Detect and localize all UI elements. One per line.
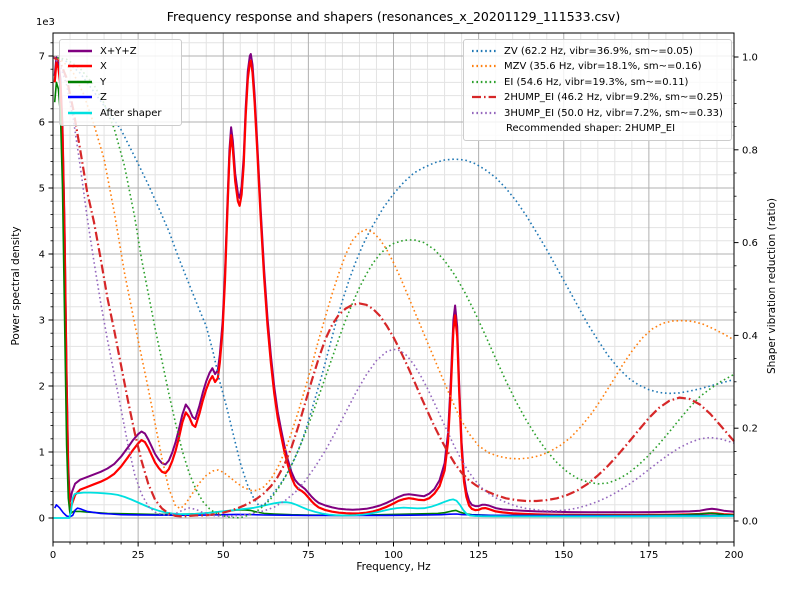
legend-entry-x: X <box>67 59 173 74</box>
x-tick-label: 25 <box>132 550 145 561</box>
curve-ei <box>52 56 735 519</box>
legend-label: MZV (35.6 Hz, vibr=18.1%, sm~=0.16) <box>504 61 702 73</box>
x-tick-label: 50 <box>217 550 230 561</box>
legend-label: EI (54.6 Hz, vibr=19.3%, sm~=0.11) <box>504 76 689 88</box>
legend-shapers: ZV (62.2 Hz, vibr=36.9%, sm~=0.05) MZV (3… <box>463 39 732 142</box>
legend-label: X+Y+Z <box>100 46 137 57</box>
curve-mzv <box>52 56 735 510</box>
legend-entry-x-y-z: X+Y+Z <box>67 44 173 59</box>
legend-sample <box>67 75 93 90</box>
legend-label: 3HUMP_EI (50.0 Hz, vibr=7.2%, sm~=0.33) <box>504 107 723 119</box>
legend-sample <box>471 90 497 105</box>
legend-sample-dotted-line-icon <box>472 80 496 83</box>
y-left-tick-label: 7 <box>39 52 45 63</box>
chart-title: Frequency response and shapers (resonanc… <box>166 9 621 24</box>
curve-3hump-ei <box>52 56 735 518</box>
x-tick-label: 0 <box>50 550 56 561</box>
legend-sample-solid-line-icon <box>68 49 92 53</box>
y-right-tick-label: 0.2 <box>742 424 758 435</box>
y-left-tick-label: 0 <box>39 514 45 525</box>
y-axis-left-label: Power spectral density <box>10 226 22 346</box>
x-axis-label: Frequency, Hz <box>356 561 431 573</box>
x-tick-label: 200 <box>724 550 743 561</box>
legend-sample-dotted-line-icon <box>472 111 496 114</box>
legend-label: ZV (62.2 Hz, vibr=36.9%, sm~=0.05) <box>504 46 693 57</box>
y-left-tick-label: 3 <box>39 316 45 327</box>
legend-sample <box>67 59 93 74</box>
legend-entry-z: Z <box>67 90 173 105</box>
legend-label: Y <box>100 76 107 88</box>
legend-sample-solid-line-icon <box>68 95 92 99</box>
x-tick-label: 125 <box>469 550 488 561</box>
y-right-tick-label: 0.8 <box>742 145 758 156</box>
legend-sample <box>67 90 93 105</box>
legend-label: X <box>100 61 107 73</box>
x-tick-label: 175 <box>639 550 658 561</box>
legend-sample <box>471 75 497 90</box>
legend-entry-y: Y <box>67 75 173 90</box>
legend-footer-recommended-shaper: Recommended shaper: 2HUMP_EI <box>506 123 676 135</box>
legend-sample <box>67 106 93 121</box>
legend-sample-dotted-line-icon <box>472 49 496 53</box>
legend-sample <box>471 44 497 59</box>
legend-sample <box>471 59 497 74</box>
curve-zv <box>52 56 735 507</box>
y-left-tick-label: 5 <box>39 184 45 195</box>
y-left-tick-label: 1 <box>39 448 45 459</box>
legend-sample <box>67 44 93 59</box>
y-right-tick-label: 0.0 <box>742 517 758 528</box>
y-right-tick-label: 0.4 <box>742 331 758 342</box>
y-axis-right-label: Shaper vibration reduction (ratio) <box>766 197 778 375</box>
legend-entry-ei: EI (54.6 Hz, vibr=19.3%, sm~=0.11) <box>471 75 723 90</box>
curve-after-shaper <box>53 491 735 519</box>
legend-entry-mzv: MZV (35.6 Hz, vibr=18.1%, sm~=0.16) <box>471 59 723 74</box>
legend-entry-2hump-ei: 2HUMP_EI (46.2 Hz, vibr=9.2%, sm~=0.25) <box>471 90 723 105</box>
legend-sample-dashdot-line-icon <box>472 96 496 99</box>
legend-sample <box>471 106 497 121</box>
legend-label: 2HUMP_EI (46.2 Hz, vibr=9.2%, sm~=0.25) <box>504 92 723 104</box>
legend-sample-solid-line-icon <box>68 65 92 68</box>
curve-x <box>53 59 735 517</box>
legend-entry-zv: ZV (62.2 Hz, vibr=36.9%, sm~=0.05) <box>471 44 723 59</box>
x-tick-label: 150 <box>554 550 573 561</box>
x-tick-label: 75 <box>302 550 315 561</box>
y-right-tick-label: 1.0 <box>742 53 758 64</box>
legend-entry-3hump-ei: 3HUMP_EI (50.0 Hz, vibr=7.2%, sm~=0.33) <box>471 106 723 121</box>
x-tick-label: 100 <box>384 550 403 561</box>
legend-entry-after: After shaper <box>67 106 173 121</box>
y-left-tick-label: 6 <box>39 118 45 129</box>
y-left-tick-label: 2 <box>39 382 45 393</box>
legend-label: Z <box>100 92 107 104</box>
y-left-tick-label: 4 <box>39 250 45 261</box>
legend-sample-dotted-line-icon <box>472 65 496 68</box>
y-axis-offset-label: 1e3 <box>36 17 55 28</box>
y-right-tick-label: 0.6 <box>742 238 758 249</box>
legend-label: After shaper <box>100 107 162 119</box>
curve-2hump-ei <box>52 56 735 518</box>
legend-sample-solid-line-icon <box>68 111 92 114</box>
legend-measured-curves: X+Y+Z X Y Z After shaper <box>59 39 182 127</box>
legend-sample-solid-line-icon <box>68 80 92 84</box>
